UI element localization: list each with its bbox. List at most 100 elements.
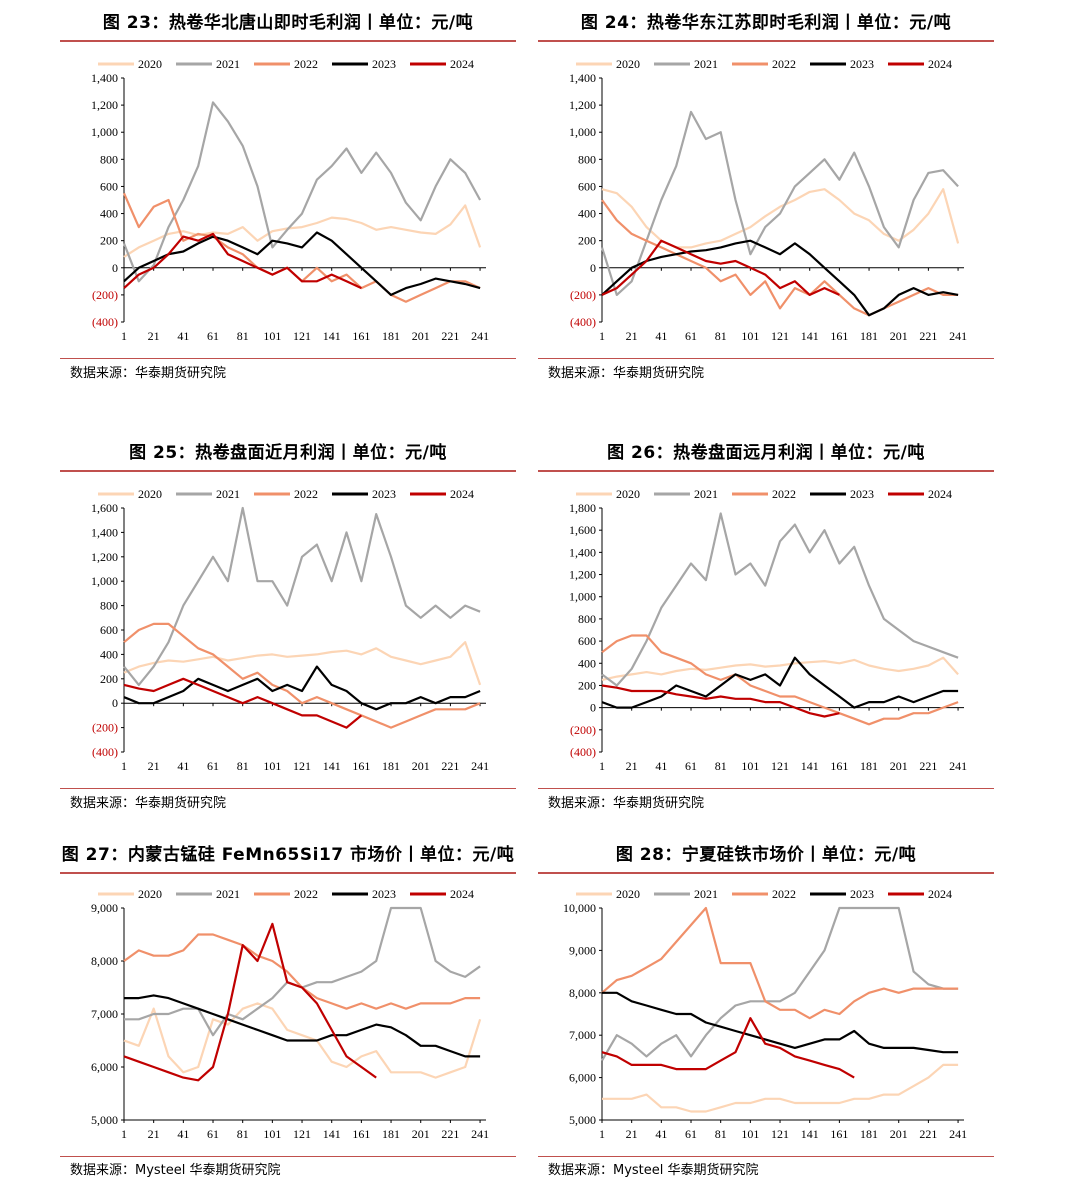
- series-line-2020: [601, 656, 959, 681]
- x-tick-label: 141: [801, 759, 819, 773]
- legend-label-2021: 2021: [216, 57, 240, 71]
- x-tick-label: 161: [830, 759, 848, 773]
- legend-label-2024: 2024: [450, 57, 474, 71]
- bottom-rule: [538, 358, 994, 359]
- x-tick-label: 41: [177, 329, 189, 343]
- x-tick-label: 21: [626, 1127, 638, 1141]
- y-tick-label: 800: [100, 599, 118, 613]
- y-tick-label: 7,000: [91, 1007, 118, 1021]
- x-tick-label: 81: [237, 759, 249, 773]
- x-tick-label: 161: [352, 329, 370, 343]
- x-tick-label: 141: [801, 329, 819, 343]
- chart-title: 图 28：宁夏硅铁市场价丨单位：元/吨: [615, 845, 917, 865]
- series-line-2024: [601, 239, 840, 296]
- y-tick-label: 600: [100, 623, 118, 637]
- series-line-2022: [601, 906, 959, 1020]
- x-tick-label: 201: [890, 1127, 908, 1141]
- x-tick-label: 181: [382, 1127, 400, 1141]
- x-tick-label: 241: [471, 759, 489, 773]
- y-tick-label: 200: [578, 678, 596, 692]
- legend-label-2023: 2023: [850, 487, 874, 501]
- x-tick-label: 81: [715, 329, 727, 343]
- y-tick-label: (400): [570, 315, 596, 329]
- x-tick-label: 241: [471, 329, 489, 343]
- x-tick-label: 181: [860, 1127, 878, 1141]
- y-tick-label: 1,600: [569, 523, 596, 537]
- y-tick-label: 1,000: [569, 125, 596, 139]
- legend-label-2021: 2021: [216, 887, 240, 901]
- title-rule: [60, 872, 516, 874]
- series-line-2020: [123, 204, 482, 258]
- panel-fig26: 图 26：热卷盘面远月利润丨单位：元/吨 2020 2021 2022 2023 202…: [538, 430, 994, 820]
- x-tick-label: 21: [148, 329, 160, 343]
- legend-label-2021: 2021: [694, 887, 718, 901]
- panel-fig24: 图 24：热卷华东江苏即时毛利润丨单位：元/吨 2020 2021 2022 2023…: [538, 0, 994, 390]
- chart-title: 图 25：热卷盘面近月利润丨单位：元/吨: [129, 443, 447, 463]
- bottom-rule: [60, 358, 516, 359]
- y-tick-label: (400): [570, 745, 596, 759]
- legend-label-2020: 2020: [616, 887, 640, 901]
- chart-svg: 2020 2021 2022 2023 2024 9,000 8,000 7,000 6,000…: [91, 887, 489, 1141]
- y-tick-label: 1,800: [569, 501, 596, 515]
- x-tick-label: 61: [207, 329, 219, 343]
- chart-svg: 2020 2021 2022 2023 2024 1,400 1,200 1,000 800 60…: [569, 57, 967, 343]
- series-line-2024: [601, 684, 840, 718]
- series-line-2024: [123, 922, 377, 1082]
- series-line-2021: [600, 110, 959, 296]
- x-tick-label: 101: [741, 1127, 759, 1141]
- y-tick-label: 10,000: [563, 901, 596, 915]
- legend-label-2023: 2023: [850, 57, 874, 71]
- x-tick-label: 201: [412, 329, 430, 343]
- legend-label-2024: 2024: [928, 57, 952, 71]
- y-tick-label: 9,000: [91, 901, 118, 915]
- y-tick-label: 1,400: [569, 71, 596, 85]
- chart-svg: 2020 2021 2022 2023 2024 1,400 1,200 1,000 800 60…: [91, 57, 489, 343]
- chart-svg: 2020 2021 2022 2023 2024 1,800 1,600 1,400 1,200…: [569, 487, 967, 773]
- y-tick-label: 600: [100, 179, 118, 193]
- y-tick-label: 0: [590, 261, 596, 275]
- chart-title: 图 27：内蒙古锰硅 FeMn65Si17 市场价丨单位：元/吨: [61, 845, 515, 865]
- x-tick-label: 181: [382, 759, 400, 773]
- x-tick-label: 41: [655, 759, 667, 773]
- x-tick-label: 141: [323, 329, 341, 343]
- x-tick-label: 141: [323, 759, 341, 773]
- y-tick-label: 1,600: [91, 501, 118, 515]
- x-tick-label: 61: [207, 1127, 219, 1141]
- series-line-2023: [602, 991, 959, 1054]
- chart-title: 图 26：热卷盘面远月利润丨单位：元/吨: [607, 443, 925, 463]
- x-tick-label: 161: [830, 329, 848, 343]
- y-tick-label: 7,000: [569, 1028, 596, 1042]
- y-tick-label: 1,200: [569, 98, 596, 112]
- y-tick-label: 800: [578, 612, 596, 626]
- x-tick-label: 121: [293, 759, 311, 773]
- x-tick-label: 21: [626, 759, 638, 773]
- y-tick-label: 5,000: [569, 1113, 596, 1127]
- bottom-rule: [60, 1156, 516, 1157]
- title-rule: [538, 40, 994, 42]
- y-tick-label: (400): [92, 315, 118, 329]
- x-tick-label: 221: [919, 759, 937, 773]
- y-tick-label: (200): [92, 288, 118, 302]
- chart-title: 图 23：热卷华北唐山即时毛利润丨单位：元/吨: [102, 13, 474, 33]
- y-tick-label: 400: [578, 656, 596, 670]
- x-tick-label: 141: [323, 1127, 341, 1141]
- y-tick-label: 0: [112, 261, 118, 275]
- x-tick-label: 241: [949, 1127, 967, 1141]
- legend-label-2020: 2020: [138, 57, 162, 71]
- x-tick-label: 1: [121, 329, 127, 343]
- x-tick-label: 61: [685, 329, 697, 343]
- x-tick-label: 61: [685, 1127, 697, 1141]
- series-line-2022: [601, 634, 959, 726]
- x-tick-label: 121: [293, 1127, 311, 1141]
- y-tick-label: 1,200: [91, 550, 118, 564]
- chart-svg: 2020 2021 2022 2023 2024 1,600 1,400 1,200 1,000…: [91, 487, 489, 773]
- legend-label-2021: 2021: [694, 487, 718, 501]
- series-line-2021: [123, 506, 481, 686]
- panel-fig25: 图 25：热卷盘面近月利润丨单位：元/吨 2020 2021 2022 2023 202…: [60, 430, 516, 820]
- legend-label-2022: 2022: [772, 887, 796, 901]
- series-line-2021: [122, 101, 482, 283]
- panel-fig27: 图 27：内蒙古锰硅 FeMn65Si17 市场价丨单位：元/吨 2020 202…: [60, 830, 516, 1185]
- chart-title: 图 24：热卷华东江苏即时毛利润丨单位：元/吨: [580, 13, 952, 33]
- x-tick-label: 81: [237, 1127, 249, 1141]
- y-tick-label: 200: [100, 672, 118, 686]
